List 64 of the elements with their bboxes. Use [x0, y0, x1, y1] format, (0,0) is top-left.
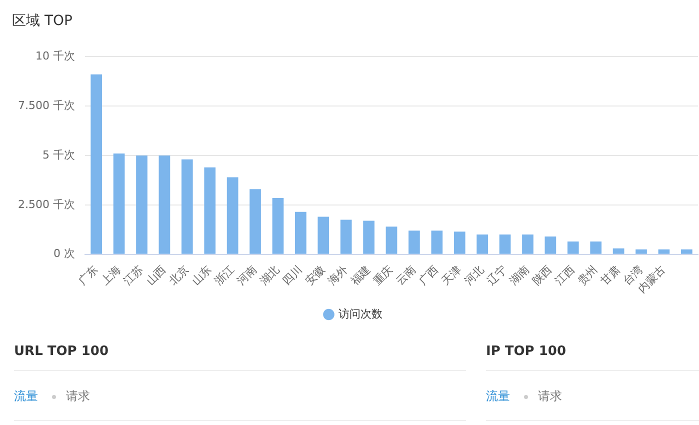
x-tick-label: 河北: [462, 262, 486, 288]
bar: [250, 189, 261, 254]
bar: [658, 249, 670, 254]
bar: [181, 159, 193, 254]
bar: [318, 216, 330, 254]
x-tick-label: 海外: [325, 262, 350, 288]
y-tick-label: 2.500 千次: [18, 198, 75, 211]
bar: [680, 249, 692, 254]
bar: [522, 234, 534, 254]
x-tick-label: 江西: [552, 262, 578, 288]
text: 请求: [66, 388, 90, 405]
bar: [272, 198, 284, 254]
bar: [636, 249, 647, 254]
bar: [136, 155, 148, 254]
bar: [386, 226, 398, 254]
bar: [590, 241, 602, 254]
bar: [476, 234, 488, 254]
x-tick-label: 重庆: [370, 262, 396, 288]
chart-title: 区域 TOP: [12, 12, 72, 30]
x-tick-label: 陕西: [530, 262, 555, 288]
x-tick-label: 甘肃: [598, 262, 623, 288]
y-tick-label: 5 千次: [42, 148, 75, 162]
bar: [295, 212, 306, 254]
y-tick-label: 10 千次: [35, 49, 75, 62]
bar: [567, 241, 579, 254]
text: 流量: [486, 388, 510, 405]
y-tick-label: 7.500 千次: [18, 98, 75, 112]
x-tick-label: 福建: [348, 262, 373, 288]
x-tick-label: 云南: [394, 262, 418, 288]
text: URL TOP 100: [14, 344, 108, 359]
text: 流量: [14, 388, 38, 405]
x-tick-label: 河南: [234, 262, 260, 288]
x-tick-label: 湖南: [507, 262, 532, 288]
bar: [363, 220, 374, 254]
x-tick-label: 辽宁: [484, 262, 510, 288]
bar: [340, 220, 352, 254]
text: 请求: [538, 388, 562, 405]
bar: [544, 236, 556, 254]
bar: [612, 248, 624, 254]
x-tick-label: 四川: [280, 262, 305, 288]
x-tick-label: 贵州: [575, 262, 600, 288]
bar: [158, 155, 170, 254]
bar: [499, 234, 511, 254]
x-tick-label: 山东: [189, 262, 214, 288]
x-tick-label: 江苏: [121, 262, 146, 288]
bar: [431, 230, 443, 254]
bar: [408, 230, 420, 254]
x-tick-label: 北京: [166, 262, 192, 288]
x-tick-label: 山西: [144, 262, 169, 288]
bar: [204, 167, 216, 254]
legend-label: 访问次数: [338, 307, 382, 320]
bar: [454, 232, 466, 254]
bar: [113, 153, 125, 254]
x-tick-label: 安徽: [302, 262, 328, 288]
y-tick-label: 0 次: [53, 247, 75, 260]
bar: [90, 74, 102, 254]
x-tick-label: 湖北: [257, 262, 282, 288]
x-tick-label: 广东: [76, 262, 100, 288]
x-tick-label: 天津: [439, 262, 464, 288]
bar: [226, 177, 238, 254]
x-tick-label: 广西: [416, 262, 442, 288]
x-tick-label: 浙江: [212, 262, 237, 288]
text: IP TOP 100: [486, 344, 566, 359]
x-tick-label: 上海: [98, 262, 124, 288]
